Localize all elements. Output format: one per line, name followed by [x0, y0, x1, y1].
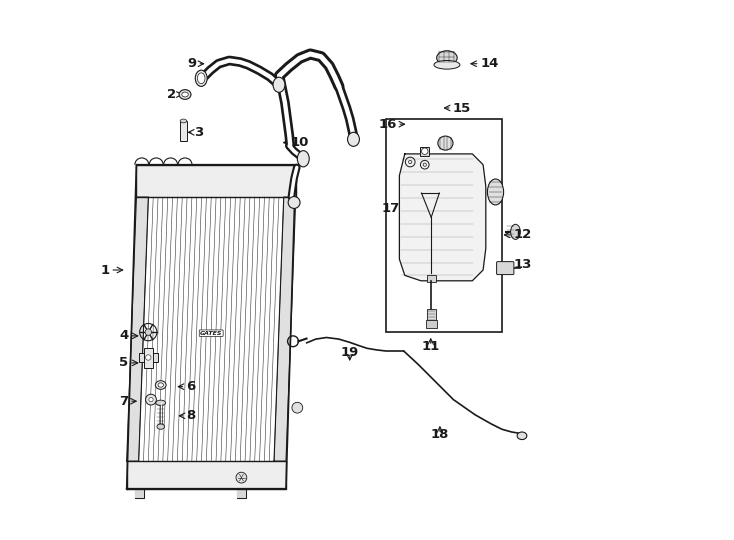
Text: 5: 5: [119, 356, 128, 369]
Circle shape: [145, 329, 151, 335]
Polygon shape: [127, 461, 286, 489]
Ellipse shape: [180, 119, 186, 123]
Text: 14: 14: [480, 57, 499, 70]
Bar: [386, 119, 502, 332]
Ellipse shape: [288, 197, 300, 208]
Ellipse shape: [182, 92, 188, 97]
Text: 1: 1: [101, 264, 109, 276]
Ellipse shape: [156, 381, 166, 389]
Ellipse shape: [195, 70, 207, 86]
Ellipse shape: [297, 151, 309, 167]
Bar: [139, 353, 158, 362]
FancyBboxPatch shape: [497, 261, 514, 274]
Circle shape: [236, 472, 247, 483]
Ellipse shape: [156, 400, 166, 406]
Text: 4: 4: [119, 329, 128, 342]
Text: GATES: GATES: [200, 330, 222, 336]
Text: 15: 15: [452, 102, 470, 114]
Circle shape: [145, 394, 156, 405]
Polygon shape: [137, 165, 296, 197]
Text: 16: 16: [378, 118, 396, 131]
Ellipse shape: [511, 224, 520, 239]
Text: 17: 17: [381, 202, 399, 215]
Ellipse shape: [348, 132, 360, 146]
Text: 10: 10: [291, 136, 309, 149]
Text: 12: 12: [514, 228, 532, 241]
Text: 19: 19: [341, 346, 359, 359]
Ellipse shape: [158, 383, 164, 387]
Ellipse shape: [157, 424, 164, 429]
Ellipse shape: [487, 179, 504, 205]
Text: 13: 13: [514, 258, 532, 271]
Text: 2: 2: [167, 88, 176, 101]
Ellipse shape: [437, 51, 457, 65]
Bar: [421, 147, 429, 156]
Ellipse shape: [273, 77, 285, 92]
Ellipse shape: [179, 90, 191, 99]
Circle shape: [145, 355, 151, 360]
Text: 18: 18: [431, 428, 449, 441]
Ellipse shape: [197, 73, 205, 84]
Circle shape: [292, 402, 302, 413]
Polygon shape: [399, 154, 486, 281]
Bar: [144, 348, 153, 368]
Text: 9: 9: [188, 57, 197, 70]
Bar: [426, 320, 437, 328]
Polygon shape: [127, 197, 148, 461]
Ellipse shape: [517, 432, 527, 440]
Text: 7: 7: [119, 395, 128, 408]
Text: 8: 8: [186, 409, 195, 422]
Polygon shape: [237, 489, 246, 498]
Text: 11: 11: [421, 340, 440, 353]
Bar: [180, 121, 186, 141]
Circle shape: [421, 148, 428, 154]
Text: 6: 6: [186, 380, 195, 393]
Text: 3: 3: [195, 126, 203, 139]
Circle shape: [149, 397, 153, 402]
Polygon shape: [274, 197, 296, 461]
Polygon shape: [135, 489, 144, 498]
Ellipse shape: [438, 136, 453, 150]
Ellipse shape: [434, 60, 460, 69]
Bar: [427, 309, 435, 321]
Bar: [427, 275, 435, 282]
